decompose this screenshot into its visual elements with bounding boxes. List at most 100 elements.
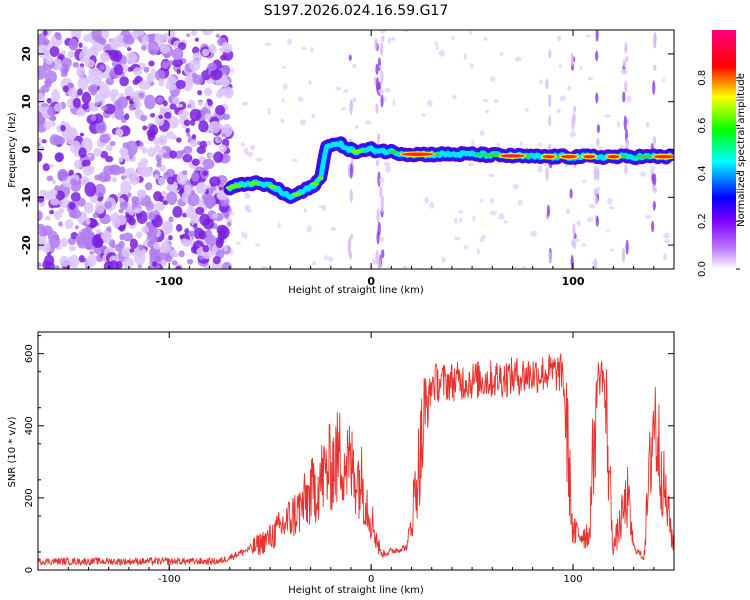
noise-blob (185, 127, 190, 134)
noise-blob (214, 104, 226, 116)
noise-blob (50, 115, 56, 121)
noise-blob (172, 58, 183, 68)
noise-blob (186, 132, 191, 137)
faint-blob (383, 96, 387, 102)
noise-blob (38, 138, 42, 144)
faint-blob (281, 98, 285, 103)
noise-blob (197, 101, 203, 107)
noise-blob (79, 132, 85, 137)
faint-blob (308, 79, 312, 86)
colorbar: 0.0 0.2 0.4 0.6 0.8 Normalized spectral ampl… (697, 30, 747, 277)
noise-blob (226, 221, 232, 227)
faint-blob (493, 99, 499, 103)
noise-blob (138, 92, 145, 99)
faint-blob (303, 208, 307, 214)
noise-blob (124, 113, 130, 121)
noise-blob (87, 254, 97, 267)
noise-blob (210, 185, 217, 192)
noise-blob (212, 213, 219, 219)
noise-blob (153, 137, 160, 145)
ridge-peak (500, 154, 525, 158)
snr-xlabel: Height of straight line (km) (288, 585, 424, 596)
noise-blob (171, 260, 178, 266)
noise-blob (72, 97, 81, 108)
noise-blob (221, 261, 232, 269)
noise-blob (156, 96, 164, 104)
snr-line (38, 352, 674, 567)
faint-blob (287, 38, 292, 45)
streak-blob (653, 32, 657, 47)
noise-blob (166, 191, 178, 206)
faint-blob (649, 165, 656, 171)
noise-blob (153, 202, 165, 212)
noise-blob (51, 179, 57, 185)
noise-blob (152, 261, 158, 267)
faint-blob (306, 225, 313, 233)
faint-blob (585, 34, 591, 38)
faint-blob (328, 256, 333, 263)
streak-blob (548, 99, 552, 107)
noise-blob (138, 80, 151, 90)
noise-blob (128, 104, 136, 111)
noise-blob (186, 33, 191, 38)
noise-blob (119, 233, 125, 241)
x-tick-label: 100 (564, 574, 583, 585)
noise-blob (213, 151, 224, 164)
noise-blob (69, 140, 82, 154)
streak-blob (375, 63, 379, 75)
noise-blob (78, 255, 85, 263)
noise-blob (55, 190, 65, 201)
noise-blob (162, 100, 168, 107)
noise-blob (102, 232, 112, 244)
faint-blob (452, 94, 457, 100)
noise-blob (85, 219, 91, 225)
noise-blob (54, 152, 64, 163)
noise-blob (201, 48, 210, 57)
noise-blob (92, 212, 99, 219)
faint-blob (311, 113, 316, 119)
noise-blob (110, 242, 116, 249)
noise-blob (127, 66, 133, 72)
streak-blob (595, 50, 599, 62)
streak-blob (623, 115, 627, 131)
noise-blob (171, 96, 180, 105)
noise-blob (87, 153, 93, 158)
ridge-peak (542, 155, 555, 159)
faint-blob (482, 98, 489, 103)
snr-frame (37, 331, 675, 571)
snr-ylabel: SNR (10 * v/v) (7, 416, 18, 487)
noise-blob (68, 87, 78, 98)
noise-blob (96, 229, 102, 235)
noise-blob (143, 66, 150, 73)
noise-blob (180, 238, 188, 246)
faint-blob (250, 144, 256, 151)
faint-blob (243, 147, 249, 154)
y-tick-label: 20 (20, 46, 33, 62)
streak-blob (380, 195, 384, 203)
faint-blob (300, 119, 307, 126)
noise-blob (185, 207, 198, 219)
noise-blob (42, 163, 50, 172)
streak-blob (573, 105, 577, 113)
faint-blob (434, 41, 438, 46)
noise-blob (67, 50, 75, 59)
noise-blob (150, 68, 156, 75)
noise-blob (189, 58, 201, 72)
noise-blob (98, 171, 109, 183)
spectrogram-marks (38, 30, 674, 269)
noise-blob (61, 57, 72, 69)
noise-blob (110, 213, 119, 223)
noise-blob (162, 32, 172, 41)
noise-blob (197, 90, 203, 96)
noise-blob (121, 247, 132, 258)
ridge-peak (561, 155, 578, 159)
streak-blob (651, 173, 655, 184)
noise-blob (133, 30, 145, 37)
faint-blob (522, 265, 527, 269)
noise-blob (167, 115, 179, 129)
streak-blob (380, 94, 384, 108)
noise-blob (148, 211, 156, 221)
noise-blob (203, 87, 213, 97)
noise-blob (54, 265, 60, 269)
colorbar-gradient (712, 30, 736, 269)
